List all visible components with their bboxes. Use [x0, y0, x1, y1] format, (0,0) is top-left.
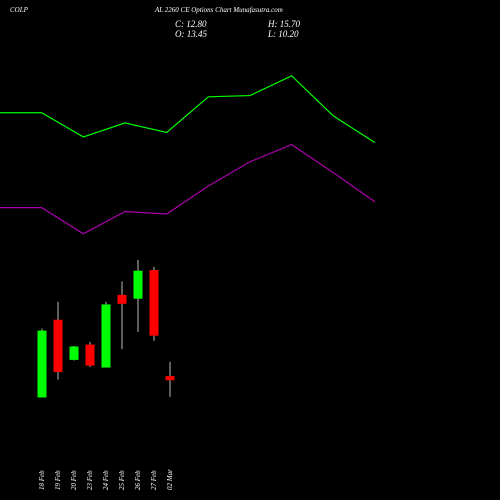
- x-tick-label: 23 Feb: [86, 470, 94, 490]
- ohlc-label: C: 12.80: [175, 19, 207, 29]
- candle-body: [37, 330, 47, 398]
- chart-subtitle: AL 2260 CE Options Chart Munafasutra.com: [154, 6, 283, 14]
- x-tick-label: 02 Mar: [166, 469, 174, 490]
- indicator-line: [0, 75, 376, 144]
- x-tick-label: 26 Feb: [134, 470, 142, 490]
- ohlc-label: H: 15.70: [267, 19, 300, 29]
- x-tick-label: 24 Feb: [102, 470, 110, 490]
- x-tick-label: 20 Feb: [70, 470, 78, 490]
- ohlc-label: O: 13.45: [175, 29, 207, 39]
- candle-body: [85, 344, 95, 366]
- x-tick-label: 18 Feb: [38, 470, 46, 490]
- candle-body: [165, 376, 175, 381]
- candle-body: [101, 304, 111, 368]
- indicator-line: [0, 143, 376, 235]
- chart-title: COLP: [10, 6, 29, 14]
- candle-body: [69, 346, 79, 360]
- x-tick-label: 27 Feb: [150, 470, 158, 490]
- x-tick-label: 19 Feb: [54, 470, 62, 490]
- candle-body: [149, 270, 159, 336]
- x-tick-label: 25 Feb: [118, 470, 126, 490]
- candle-body: [117, 294, 127, 304]
- ohlc-label: L: 10.20: [267, 29, 299, 39]
- candle-body: [133, 270, 143, 299]
- candle-body: [53, 319, 63, 372]
